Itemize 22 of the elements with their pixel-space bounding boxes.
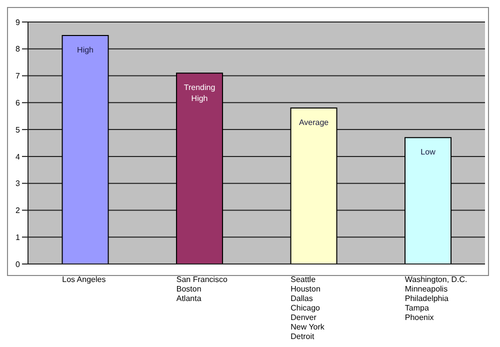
x-tick-label: Los Angeles: [62, 275, 106, 284]
bar: [62, 34, 109, 264]
data-label: Low: [420, 148, 436, 157]
data-label: High: [77, 45, 94, 54]
data-label: Average: [298, 118, 330, 128]
x-tick-label: San Francisco Boston Atlanta: [176, 275, 228, 303]
y-tick-label: 3: [16, 179, 21, 188]
y-tick-label: 0: [16, 260, 21, 269]
y-tick-label: 4: [16, 152, 21, 162]
bar: [404, 137, 452, 264]
y-tick-label: 2: [16, 206, 21, 216]
y-tick-label: 1: [16, 232, 21, 242]
y-tick-label: 6: [16, 98, 21, 108]
bar: [176, 72, 224, 264]
y-tick-label: 5: [16, 125, 21, 134]
data-label: Trending High: [184, 83, 216, 104]
y-tick-label: 8: [16, 44, 21, 54]
y-tick-label: 9: [16, 18, 21, 27]
x-tick-label: Seattle Houston Dallas Chicago Denver New York Detroit: [290, 275, 326, 341]
y-tick-label: 7: [16, 72, 21, 81]
bar: [290, 108, 338, 264]
x-tick-label: Washington, D.C. Minneapolis Philadelphia Tampa Phoenix: [404, 275, 468, 322]
